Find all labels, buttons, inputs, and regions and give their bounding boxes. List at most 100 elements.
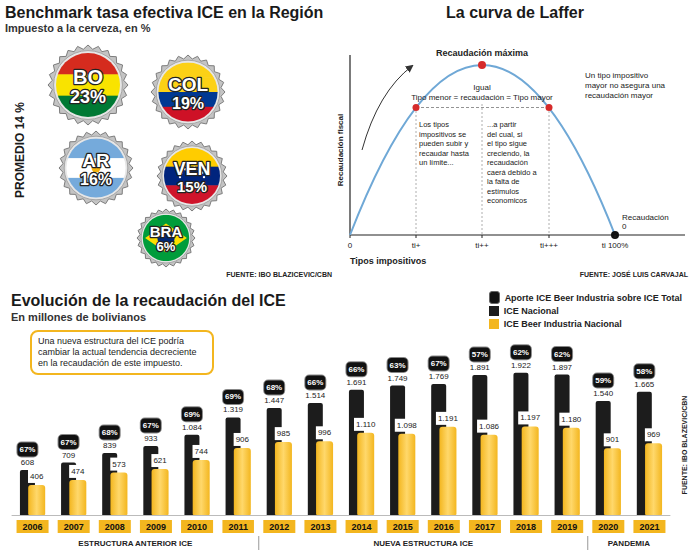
svg-text:NUEVA ESTRUCTURA ICE: NUEVA ESTRUCTURA ICE	[373, 539, 473, 548]
svg-text:1.180: 1.180	[561, 415, 582, 424]
svg-text:62%: 62%	[554, 350, 570, 359]
svg-text:VEN: VEN	[173, 159, 210, 179]
svg-text:839: 839	[103, 441, 117, 450]
svg-text:6%: 6%	[157, 239, 176, 254]
svg-text:ESTRUCTURA ANTERIOR ICE: ESTRUCTURA ANTERIOR ICE	[78, 539, 193, 548]
svg-text:BO: BO	[73, 66, 103, 88]
svg-text:1.086: 1.086	[479, 422, 500, 431]
svg-text:69%: 69%	[225, 392, 241, 401]
svg-text:996: 996	[318, 428, 332, 437]
svg-text:caerá debido a: caerá debido a	[487, 168, 537, 177]
svg-text:Los tipos: Los tipos	[419, 120, 449, 129]
svg-text:19%: 19%	[172, 95, 204, 112]
svg-text:Evolución de la recaudación de: Evolución de la recaudación del ICE	[11, 292, 286, 309]
svg-text:406: 406	[30, 472, 44, 481]
svg-text:1.191: 1.191	[438, 414, 459, 423]
svg-text:1.665: 1.665	[634, 380, 655, 389]
svg-text:del cual, si: del cual, si	[487, 130, 523, 139]
svg-text:985: 985	[277, 429, 291, 438]
svg-text:62%: 62%	[513, 348, 529, 357]
svg-text:FUENTE: IBO BLAZEVIC/CBN: FUENTE: IBO BLAZEVIC/CBN	[681, 396, 688, 495]
svg-text:474: 474	[71, 467, 85, 476]
svg-text:PROMEDIO 14 %: PROMEDIO 14 %	[13, 102, 27, 198]
svg-text:1.897: 1.897	[552, 363, 573, 372]
svg-text:66%: 66%	[348, 365, 364, 374]
svg-text:59%: 59%	[595, 376, 611, 385]
svg-text:57%: 57%	[472, 350, 488, 359]
svg-text:2014: 2014	[352, 522, 372, 532]
svg-text:1.197: 1.197	[520, 413, 541, 422]
svg-text:1.769: 1.769	[429, 372, 450, 381]
svg-text:estímulos: estímulos	[487, 187, 519, 196]
svg-text:2019: 2019	[557, 522, 577, 532]
svg-text:2013: 2013	[310, 522, 330, 532]
svg-text:ti+: ti+	[412, 241, 421, 250]
svg-text:969: 969	[647, 430, 661, 439]
svg-text:recaudar hasta: recaudar hasta	[419, 149, 470, 158]
svg-text:Tipos impositivos: Tipos impositivos	[350, 256, 426, 266]
svg-text:recaudación mayor: recaudación mayor	[585, 91, 653, 100]
svg-text:2020: 2020	[598, 522, 618, 532]
svg-text:ti++: ti++	[475, 241, 489, 250]
svg-text:1.098: 1.098	[397, 421, 418, 430]
svg-text:2009: 2009	[146, 522, 166, 532]
svg-text:pueden subir y: pueden subir y	[419, 139, 468, 148]
svg-text:impositivos se: impositivos se	[419, 130, 466, 139]
svg-text:COL: COL	[168, 74, 209, 95]
svg-text:1.110: 1.110	[356, 420, 376, 429]
svg-text:economicos: economicos	[487, 196, 527, 205]
svg-text:2006: 2006	[23, 522, 43, 532]
svg-text:un límite...: un límite...	[419, 158, 454, 167]
svg-text:16%: 16%	[80, 171, 112, 188]
svg-text:906: 906	[236, 435, 250, 444]
svg-text:AR: AR	[82, 150, 110, 171]
svg-text:901: 901	[606, 435, 620, 444]
svg-text:2015: 2015	[393, 522, 413, 532]
svg-text:creciendo, la: creciendo, la	[487, 149, 530, 158]
svg-text:69%: 69%	[184, 410, 200, 419]
svg-text:Tipo menor = recaudación = Tip: Tipo menor = recaudación = Tipo mayor	[411, 93, 553, 102]
svg-text:608: 608	[21, 458, 35, 467]
svg-text:66%: 66%	[307, 378, 323, 387]
svg-text:Benchmark tasa efectiva ICE en: Benchmark tasa efectiva ICE en la Región	[5, 4, 323, 21]
svg-text:744: 744	[195, 447, 209, 456]
svg-text:1.540: 1.540	[593, 389, 614, 398]
svg-text:Un tipo impositivo: Un tipo impositivo	[585, 71, 649, 80]
svg-text:67%: 67%	[431, 359, 447, 368]
svg-text:2011: 2011	[228, 522, 248, 532]
svg-text:La curva de Laffer: La curva de Laffer	[446, 4, 584, 21]
svg-text:1.319: 1.319	[223, 405, 244, 414]
svg-text:En millones de bolivianos: En millones de bolivianos	[11, 311, 146, 323]
svg-text:709: 709	[62, 451, 76, 460]
svg-text:recaudación: recaudación	[487, 158, 528, 167]
svg-text:68%: 68%	[102, 428, 118, 437]
svg-text:2007: 2007	[64, 522, 84, 532]
svg-text:63%: 63%	[390, 361, 406, 370]
svg-text:67%: 67%	[61, 438, 77, 447]
svg-text:Recaudación máxima: Recaudación máxima	[436, 48, 529, 58]
svg-text:1.749: 1.749	[388, 374, 409, 383]
svg-text:573: 573	[112, 460, 126, 469]
svg-text:1.922: 1.922	[511, 361, 532, 370]
svg-text:2017: 2017	[475, 522, 495, 532]
svg-text:2010: 2010	[187, 522, 207, 532]
svg-text:933: 933	[144, 434, 158, 443]
svg-text:el tipo sigue: el tipo sigue	[487, 139, 527, 148]
svg-text:Impuesto a la cerveza, en %: Impuesto a la cerveza, en %	[5, 22, 151, 34]
svg-text:mayor no asegura una: mayor no asegura una	[585, 81, 666, 90]
svg-text:1.514: 1.514	[305, 391, 326, 400]
svg-text:2012: 2012	[269, 522, 289, 532]
svg-text:PANDEMIA: PANDEMIA	[608, 539, 650, 548]
svg-text:BRA: BRA	[150, 223, 183, 240]
svg-text:0: 0	[348, 241, 353, 250]
svg-text:Igual: Igual	[473, 83, 491, 92]
svg-text:2018: 2018	[516, 522, 536, 532]
svg-text:1.447: 1.447	[264, 396, 285, 405]
svg-text:23%: 23%	[70, 87, 106, 107]
svg-text:Recaudación fiscal: Recaudación fiscal	[336, 114, 345, 186]
svg-text:67%: 67%	[19, 445, 35, 454]
svg-text:FUENTE: JOSÉ LUIS CARVAJAL: FUENTE: JOSÉ LUIS CARVAJAL	[580, 270, 689, 278]
svg-text:67%: 67%	[143, 421, 159, 430]
svg-text:...a partir: ...a partir	[487, 120, 517, 129]
svg-text:2021: 2021	[639, 522, 659, 532]
